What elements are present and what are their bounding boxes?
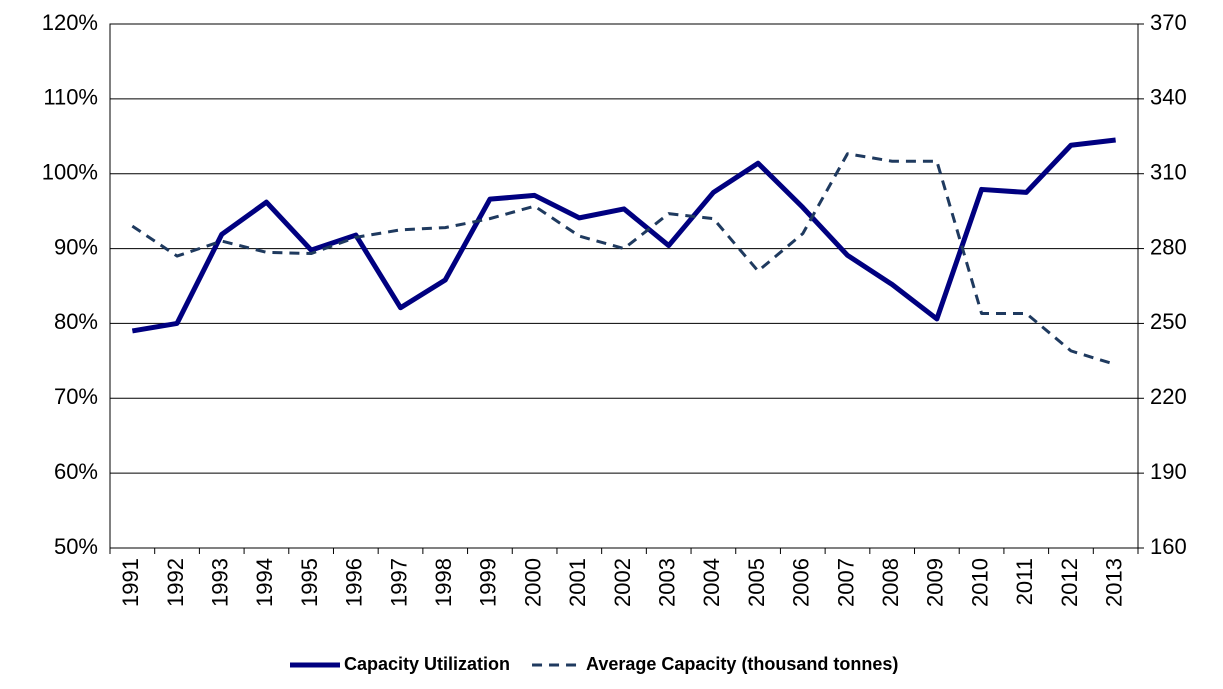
y-tick-label: 110% xyxy=(43,85,98,110)
x-tick-label: 1997 xyxy=(386,558,411,607)
y2-tick-label: 190 xyxy=(1150,459,1187,484)
x-tick-label: 2001 xyxy=(565,558,590,607)
legend-label: Capacity Utilization xyxy=(344,654,510,674)
x-tick-label: 1998 xyxy=(431,558,456,607)
x-tick-label: 2012 xyxy=(1057,558,1082,607)
x-tick-label: 1995 xyxy=(297,558,322,607)
x-tick-label: 1999 xyxy=(476,558,501,607)
x-tick-label: 1992 xyxy=(163,558,188,607)
y-tick-label: 80% xyxy=(54,309,98,334)
plot-area xyxy=(109,23,1139,549)
x-tick-label: 1993 xyxy=(208,558,233,607)
x-tick-label: 2007 xyxy=(833,558,858,607)
y2-tick-label: 340 xyxy=(1150,85,1187,110)
x-tick-label: 1991 xyxy=(118,558,143,607)
series-line xyxy=(131,152,1117,367)
y2-tick-label: 250 xyxy=(1150,309,1187,334)
x-tick-label: 2011 xyxy=(1012,558,1037,605)
x-tick-label: 2003 xyxy=(655,558,680,607)
x-tick-label: 2010 xyxy=(967,558,992,607)
x-tick-label: 1996 xyxy=(342,558,367,607)
x-tick-label: 2013 xyxy=(1101,558,1126,607)
x-tick-label: 2006 xyxy=(789,558,814,607)
legend-label: Average Capacity (thousand tonnes) xyxy=(586,654,898,674)
x-tick-label: 2008 xyxy=(878,558,903,607)
y2-tick-label: 280 xyxy=(1150,234,1187,259)
y-tick-label: 50% xyxy=(54,534,98,559)
y2-tick-label: 220 xyxy=(1150,384,1187,409)
x-tick-label: 2000 xyxy=(520,558,545,607)
y2-tick-label: 160 xyxy=(1150,534,1187,559)
x-tick-label: 2009 xyxy=(923,558,948,607)
x-tick-label: 2002 xyxy=(610,558,635,607)
y-tick-label: 90% xyxy=(54,234,98,259)
x-tick-label: 2004 xyxy=(699,558,724,607)
series-line xyxy=(131,137,1116,334)
y-tick-label: 120% xyxy=(42,10,98,35)
y2-tick-label: 310 xyxy=(1150,160,1187,185)
y-tick-label: 100% xyxy=(42,160,98,185)
y-tick-label: 70% xyxy=(54,384,98,409)
x-tick-label: 2005 xyxy=(744,558,769,607)
y2-tick-label: 370 xyxy=(1150,10,1187,35)
x-tick-label: 1994 xyxy=(252,558,277,607)
y-tick-label: 60% xyxy=(54,459,98,484)
